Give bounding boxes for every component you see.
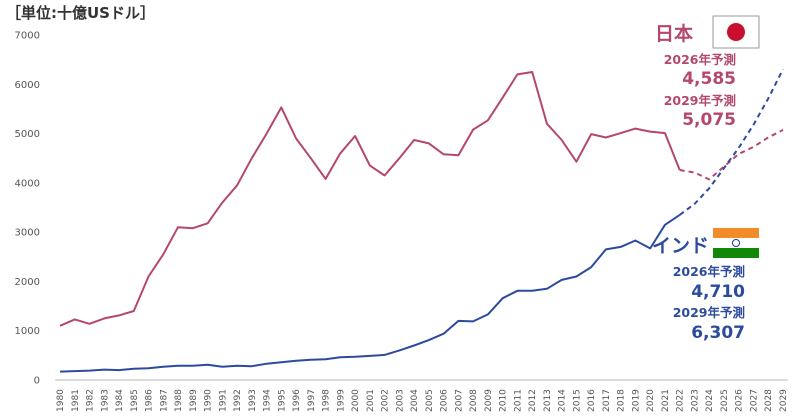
x-tick-label: 2029 bbox=[779, 389, 789, 412]
x-tick-label: 1981 bbox=[71, 389, 81, 412]
x-tick-label: 2015 bbox=[572, 389, 582, 412]
x-tick-label: 2027 bbox=[749, 389, 759, 412]
japan-forecast-2029-value: 5,075 bbox=[682, 110, 736, 130]
x-tick-label: 2014 bbox=[558, 389, 568, 412]
x-tick-label: 1983 bbox=[100, 389, 110, 412]
japan-forecast-2029-label: 2029年予測 bbox=[664, 93, 736, 108]
x-tick-label: 2005 bbox=[425, 389, 435, 412]
y-tick-label: 7000 bbox=[15, 31, 40, 42]
x-tick-label: 2006 bbox=[440, 389, 450, 412]
x-tick-label: 2009 bbox=[484, 389, 494, 412]
india-name-label: インド bbox=[652, 235, 709, 257]
japan-flag-icon bbox=[712, 15, 760, 49]
x-tick-label: 2020 bbox=[646, 389, 656, 412]
y-axis-ticks: 0 1000 2000 3000 4000 5000 6000 7000 bbox=[15, 31, 40, 387]
x-tick-label: 1998 bbox=[322, 389, 332, 412]
y-tick-label: 4000 bbox=[15, 178, 40, 189]
india-forecast-2029-label: 2029年予測 bbox=[673, 305, 745, 320]
x-tick-label: 2008 bbox=[469, 389, 479, 412]
x-tick-label: 2021 bbox=[661, 389, 671, 412]
x-tick-label: 1988 bbox=[174, 389, 184, 412]
x-tick-label: 2011 bbox=[513, 389, 523, 412]
japan-actual-line bbox=[59, 71, 681, 327]
india-forecast-line bbox=[679, 68, 784, 216]
x-tick-label: 1985 bbox=[130, 389, 140, 412]
x-tick-label: 2012 bbox=[528, 389, 538, 412]
x-tick-label: 1989 bbox=[189, 389, 199, 412]
india-actual-line bbox=[59, 214, 681, 373]
x-axis-ticks: 1980 1981 1982 1983 1984 1985 1986 1987 1988 1989… bbox=[56, 389, 789, 412]
india-forecast-2026-value: 4,710 bbox=[691, 282, 745, 302]
x-tick-label: 2023 bbox=[690, 389, 700, 412]
x-tick-label: 2000 bbox=[351, 389, 361, 412]
x-tick-label: 1992 bbox=[233, 389, 243, 412]
x-tick-label: 2007 bbox=[454, 389, 464, 412]
x-tick-label: 1984 bbox=[115, 389, 125, 412]
x-tick-label: 1993 bbox=[248, 389, 258, 412]
x-tick-label: 1994 bbox=[263, 389, 273, 412]
x-tick-label: 1982 bbox=[86, 389, 96, 412]
x-tick-label: 1996 bbox=[292, 389, 302, 412]
x-tick-label: 2025 bbox=[720, 389, 730, 412]
x-tick-label: 1990 bbox=[204, 389, 214, 412]
x-tick-label: 1999 bbox=[336, 389, 346, 412]
x-tick-label: 2010 bbox=[499, 389, 509, 412]
x-tick-label: 1980 bbox=[56, 389, 66, 412]
x-tick-label: 2004 bbox=[410, 389, 420, 412]
y-tick-label: 6000 bbox=[15, 80, 40, 91]
japan-forecast-line bbox=[679, 129, 784, 181]
unit-label: ［単位:十億USドル］ bbox=[6, 4, 155, 22]
x-tick-label: 2017 bbox=[602, 389, 612, 412]
x-tick-label: 2001 bbox=[366, 389, 376, 412]
x-tick-label: 1997 bbox=[307, 389, 317, 412]
x-tick-label: 2028 bbox=[764, 389, 774, 412]
x-tick-label: 2024 bbox=[705, 389, 715, 412]
india-forecast-2029-value: 6,307 bbox=[691, 323, 745, 343]
japan-name-label: 日本 bbox=[655, 22, 693, 45]
x-tick-label: 2003 bbox=[395, 389, 405, 412]
y-tick-label: 5000 bbox=[15, 129, 40, 140]
y-tick-label: 1000 bbox=[15, 326, 40, 337]
series-lines bbox=[59, 68, 784, 373]
japan-forecast-2026-value: 4,585 bbox=[682, 69, 736, 89]
x-tick-label: 2026 bbox=[735, 389, 745, 412]
india-flag-icon bbox=[713, 228, 759, 258]
x-tick-label: 2018 bbox=[617, 389, 627, 412]
x-tick-label: 1991 bbox=[218, 389, 228, 412]
japan-forecast-2026-label: 2026年予測 bbox=[664, 52, 736, 67]
x-tick-label: 2013 bbox=[543, 389, 553, 412]
x-tick-label: 1987 bbox=[159, 389, 169, 412]
india-forecast-2026-label: 2026年予測 bbox=[673, 264, 745, 279]
x-tick-label: 1986 bbox=[145, 389, 155, 412]
x-tick-label: 1995 bbox=[277, 389, 287, 412]
y-tick-label: 3000 bbox=[15, 228, 40, 239]
x-tick-label: 2022 bbox=[676, 389, 686, 412]
x-tick-label: 2002 bbox=[381, 389, 391, 412]
y-tick-label: 2000 bbox=[15, 277, 40, 288]
x-tick-label: 2016 bbox=[587, 389, 597, 412]
y-tick-label: 0 bbox=[34, 376, 40, 387]
x-tick-label: 2019 bbox=[631, 389, 641, 412]
